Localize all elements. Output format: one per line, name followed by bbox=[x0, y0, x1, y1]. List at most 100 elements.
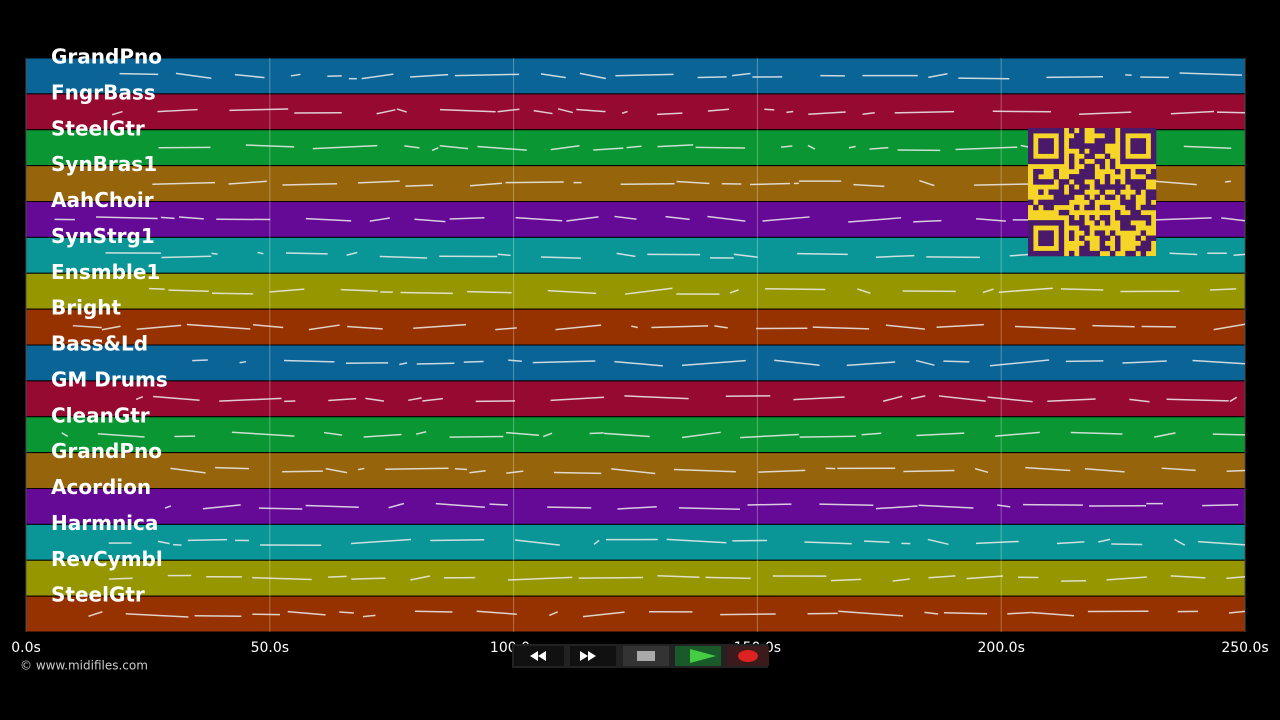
forward-icon bbox=[580, 651, 596, 661]
note bbox=[892, 578, 910, 582]
track-band bbox=[25, 488, 1246, 525]
note bbox=[379, 255, 428, 259]
note bbox=[624, 395, 689, 400]
qr-module bbox=[1058, 184, 1065, 190]
note bbox=[774, 359, 820, 366]
note bbox=[733, 253, 758, 259]
qr-module bbox=[1104, 245, 1111, 252]
note bbox=[765, 288, 826, 291]
play-icon bbox=[690, 649, 716, 663]
qr-module bbox=[1028, 158, 1034, 165]
note bbox=[915, 359, 935, 366]
note bbox=[1210, 288, 1237, 291]
track-label: Acordion bbox=[51, 475, 151, 499]
qr-module bbox=[1033, 179, 1039, 185]
note bbox=[593, 539, 600, 545]
qr-module bbox=[1115, 245, 1121, 252]
note bbox=[135, 395, 144, 401]
note bbox=[916, 432, 965, 437]
track-band bbox=[25, 416, 1246, 454]
qr-module bbox=[1068, 230, 1075, 236]
note bbox=[666, 538, 727, 544]
note bbox=[657, 574, 700, 579]
qr-module bbox=[1135, 235, 1141, 241]
qr-module bbox=[1033, 158, 1039, 165]
note bbox=[533, 109, 553, 115]
note bbox=[714, 325, 728, 329]
qr-module bbox=[1048, 250, 1054, 257]
qr-module bbox=[1089, 153, 1095, 160]
qr-module bbox=[1038, 143, 1044, 149]
qr-module bbox=[1084, 250, 1090, 257]
track-label: SynBras1 bbox=[51, 152, 157, 176]
track-band bbox=[25, 523, 1246, 561]
qr-module bbox=[1099, 138, 1106, 144]
note bbox=[1212, 433, 1246, 436]
tick-label: 0.0s bbox=[11, 640, 41, 656]
note bbox=[621, 110, 628, 115]
note bbox=[982, 288, 994, 294]
qr-module bbox=[1048, 179, 1054, 185]
qr-module bbox=[1038, 250, 1044, 257]
copyright: © www.midifiles.com bbox=[20, 659, 148, 673]
note bbox=[219, 397, 282, 402]
note bbox=[361, 73, 394, 80]
qr-module bbox=[1094, 148, 1100, 154]
note bbox=[164, 505, 172, 509]
qr-module bbox=[1115, 168, 1121, 175]
note bbox=[97, 433, 145, 438]
note bbox=[919, 179, 935, 187]
qr-module bbox=[1150, 189, 1157, 195]
qr-module bbox=[1099, 163, 1106, 170]
qr-module bbox=[1033, 174, 1039, 180]
note bbox=[508, 359, 522, 362]
qr-module bbox=[1079, 215, 1085, 221]
note bbox=[1202, 503, 1239, 507]
note bbox=[1216, 111, 1246, 114]
qr-module bbox=[1089, 199, 1095, 206]
note bbox=[215, 466, 250, 470]
note bbox=[989, 359, 1050, 367]
qr-module bbox=[1079, 143, 1085, 149]
qr-module bbox=[1109, 230, 1116, 236]
notes bbox=[54, 72, 1246, 618]
note bbox=[258, 507, 303, 510]
note bbox=[593, 147, 624, 151]
note bbox=[1056, 541, 1085, 545]
qr-module bbox=[1084, 225, 1090, 231]
note bbox=[119, 72, 159, 76]
grid bbox=[25, 58, 1246, 632]
qr-module bbox=[1084, 163, 1090, 170]
note bbox=[449, 217, 485, 220]
note bbox=[918, 504, 974, 509]
qr-module bbox=[1084, 230, 1090, 236]
qr-module bbox=[1079, 184, 1085, 190]
note bbox=[938, 395, 986, 402]
note bbox=[305, 504, 359, 509]
qr-module bbox=[1068, 235, 1075, 241]
qr-module bbox=[1043, 179, 1049, 185]
qr-module bbox=[1048, 240, 1054, 247]
note bbox=[282, 470, 323, 473]
qr-module bbox=[1099, 148, 1106, 154]
qr-module bbox=[1043, 235, 1049, 241]
note bbox=[1228, 610, 1246, 614]
qr-module bbox=[1140, 143, 1147, 149]
track-band bbox=[25, 380, 1246, 418]
qr-code bbox=[1028, 128, 1157, 257]
qr-module bbox=[1053, 174, 1060, 180]
note bbox=[799, 435, 856, 438]
note bbox=[614, 215, 637, 220]
note bbox=[61, 432, 69, 437]
note bbox=[400, 291, 453, 295]
note bbox=[1233, 253, 1246, 256]
rewind-icon bbox=[530, 651, 546, 661]
qr-module bbox=[1125, 215, 1131, 221]
qr-module bbox=[1043, 199, 1049, 206]
note bbox=[1022, 503, 1083, 506]
qr-module bbox=[1048, 128, 1054, 134]
note bbox=[1213, 323, 1246, 331]
qr-module bbox=[1125, 174, 1131, 180]
qr-module bbox=[1120, 143, 1126, 149]
qr-module bbox=[1135, 128, 1141, 134]
